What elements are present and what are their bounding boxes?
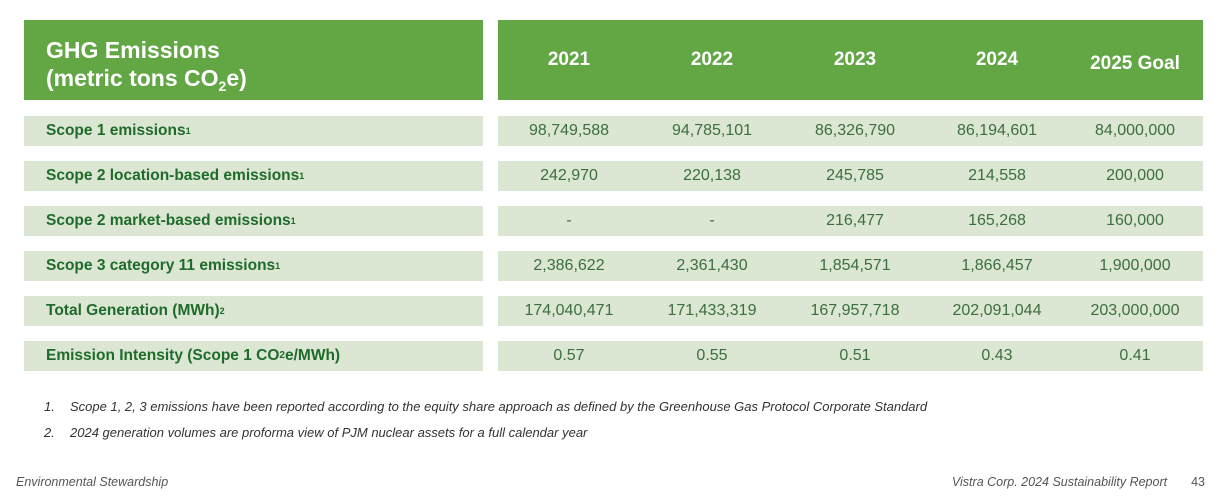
table-cell: 86,326,790 [814, 122, 896, 139]
table-cell: 200,000 [1106, 167, 1164, 184]
table-cell: 0.57 [553, 347, 585, 364]
row-label-scope2-market: Scope 2 market-based emissions 1 [24, 206, 483, 236]
table-row: - - 216,477 165,268 160,000 [498, 206, 1203, 236]
table-cell: 0.55 [696, 347, 728, 364]
table-cell: 171,433,319 [667, 302, 757, 319]
table-cell: 214,558 [968, 167, 1026, 184]
column-header-2024: 2024 [975, 49, 1019, 70]
row-label-scope2-location: Scope 2 location-based emissions 1 [24, 161, 483, 191]
table-cell: 167,957,718 [810, 302, 900, 319]
column-header-2021: 2021 [547, 49, 591, 70]
table-title-line2: (metric tons CO2e) [46, 65, 247, 94]
column-header-2022: 2022 [690, 49, 734, 70]
footer-report-info: Vistra Corp. 2024 Sustainability Report 4… [951, 475, 1205, 489]
table-title: GHG Emissions (metric tons CO2e) [24, 20, 483, 100]
table-cell: 174,040,471 [524, 302, 614, 319]
table-cell: 94,785,101 [671, 122, 753, 139]
footnote-2: 2. 2024 generation volumes are proforma v… [44, 425, 588, 440]
table-cell: 216,477 [826, 212, 884, 229]
column-header-2023: 2023 [833, 49, 877, 70]
footnote-1: 1. Scope 1, 2, 3 emissions have been repo… [44, 399, 928, 414]
row-label-scope3: Scope 3 category 11 emissions 1 [24, 251, 483, 281]
row-label-total-generation: Total Generation (MWh) 2 [24, 296, 483, 326]
table-cell: 1,854,571 [819, 257, 891, 274]
table-cell: 86,194,601 [956, 122, 1038, 139]
row-label-emission-intensity: Emission Intensity (Scope 1 CO 2 e/MWh) [24, 341, 483, 371]
table-row: 98,749,588 94,785,101 86,326,790 86,194,… [498, 116, 1203, 146]
table-cell: 202,091,044 [952, 302, 1042, 319]
table-cell: - [566, 212, 572, 229]
column-header-row: 2021 2022 2023 2024 2025 Goal [498, 20, 1203, 100]
table-cell: 0.43 [981, 347, 1013, 364]
table-cell: 0.51 [839, 347, 871, 364]
column-header-2025-goal: 2025 Goal [1090, 53, 1180, 74]
table-cell: - [709, 212, 715, 229]
table-title-line1: GHG Emissions [46, 37, 220, 63]
table-row: 0.57 0.55 0.51 0.43 0.41 [498, 341, 1203, 371]
table-cell: 0.41 [1119, 347, 1151, 364]
table-cell: 165,268 [968, 212, 1026, 229]
table-cell: 98,749,588 [528, 122, 610, 139]
row-label-scope1: Scope 1 emissions 1 [24, 116, 483, 146]
table-cell: 1,900,000 [1099, 257, 1171, 274]
footer-section-name: Environmental Stewardship [16, 475, 169, 489]
table-cell: 1,866,457 [961, 257, 1033, 274]
table-cell: 203,000,000 [1090, 302, 1180, 319]
table-cell: 2,361,430 [676, 257, 748, 274]
table-row: 2,386,622 2,361,430 1,854,571 1,866,457 … [498, 251, 1203, 281]
table-row: 174,040,471 171,433,319 167,957,718 202,… [498, 296, 1203, 326]
table-cell: 160,000 [1106, 212, 1164, 229]
table-row: 242,970 220,138 245,785 214,558 200,000 [498, 161, 1203, 191]
table-cell: 242,970 [540, 167, 598, 184]
table-cell: 84,000,000 [1094, 122, 1176, 139]
table-cell: 220,138 [683, 167, 741, 184]
table-cell: 245,785 [826, 167, 884, 184]
table-cell: 2,386,622 [533, 257, 605, 274]
page-number: 43 [1191, 475, 1205, 489]
